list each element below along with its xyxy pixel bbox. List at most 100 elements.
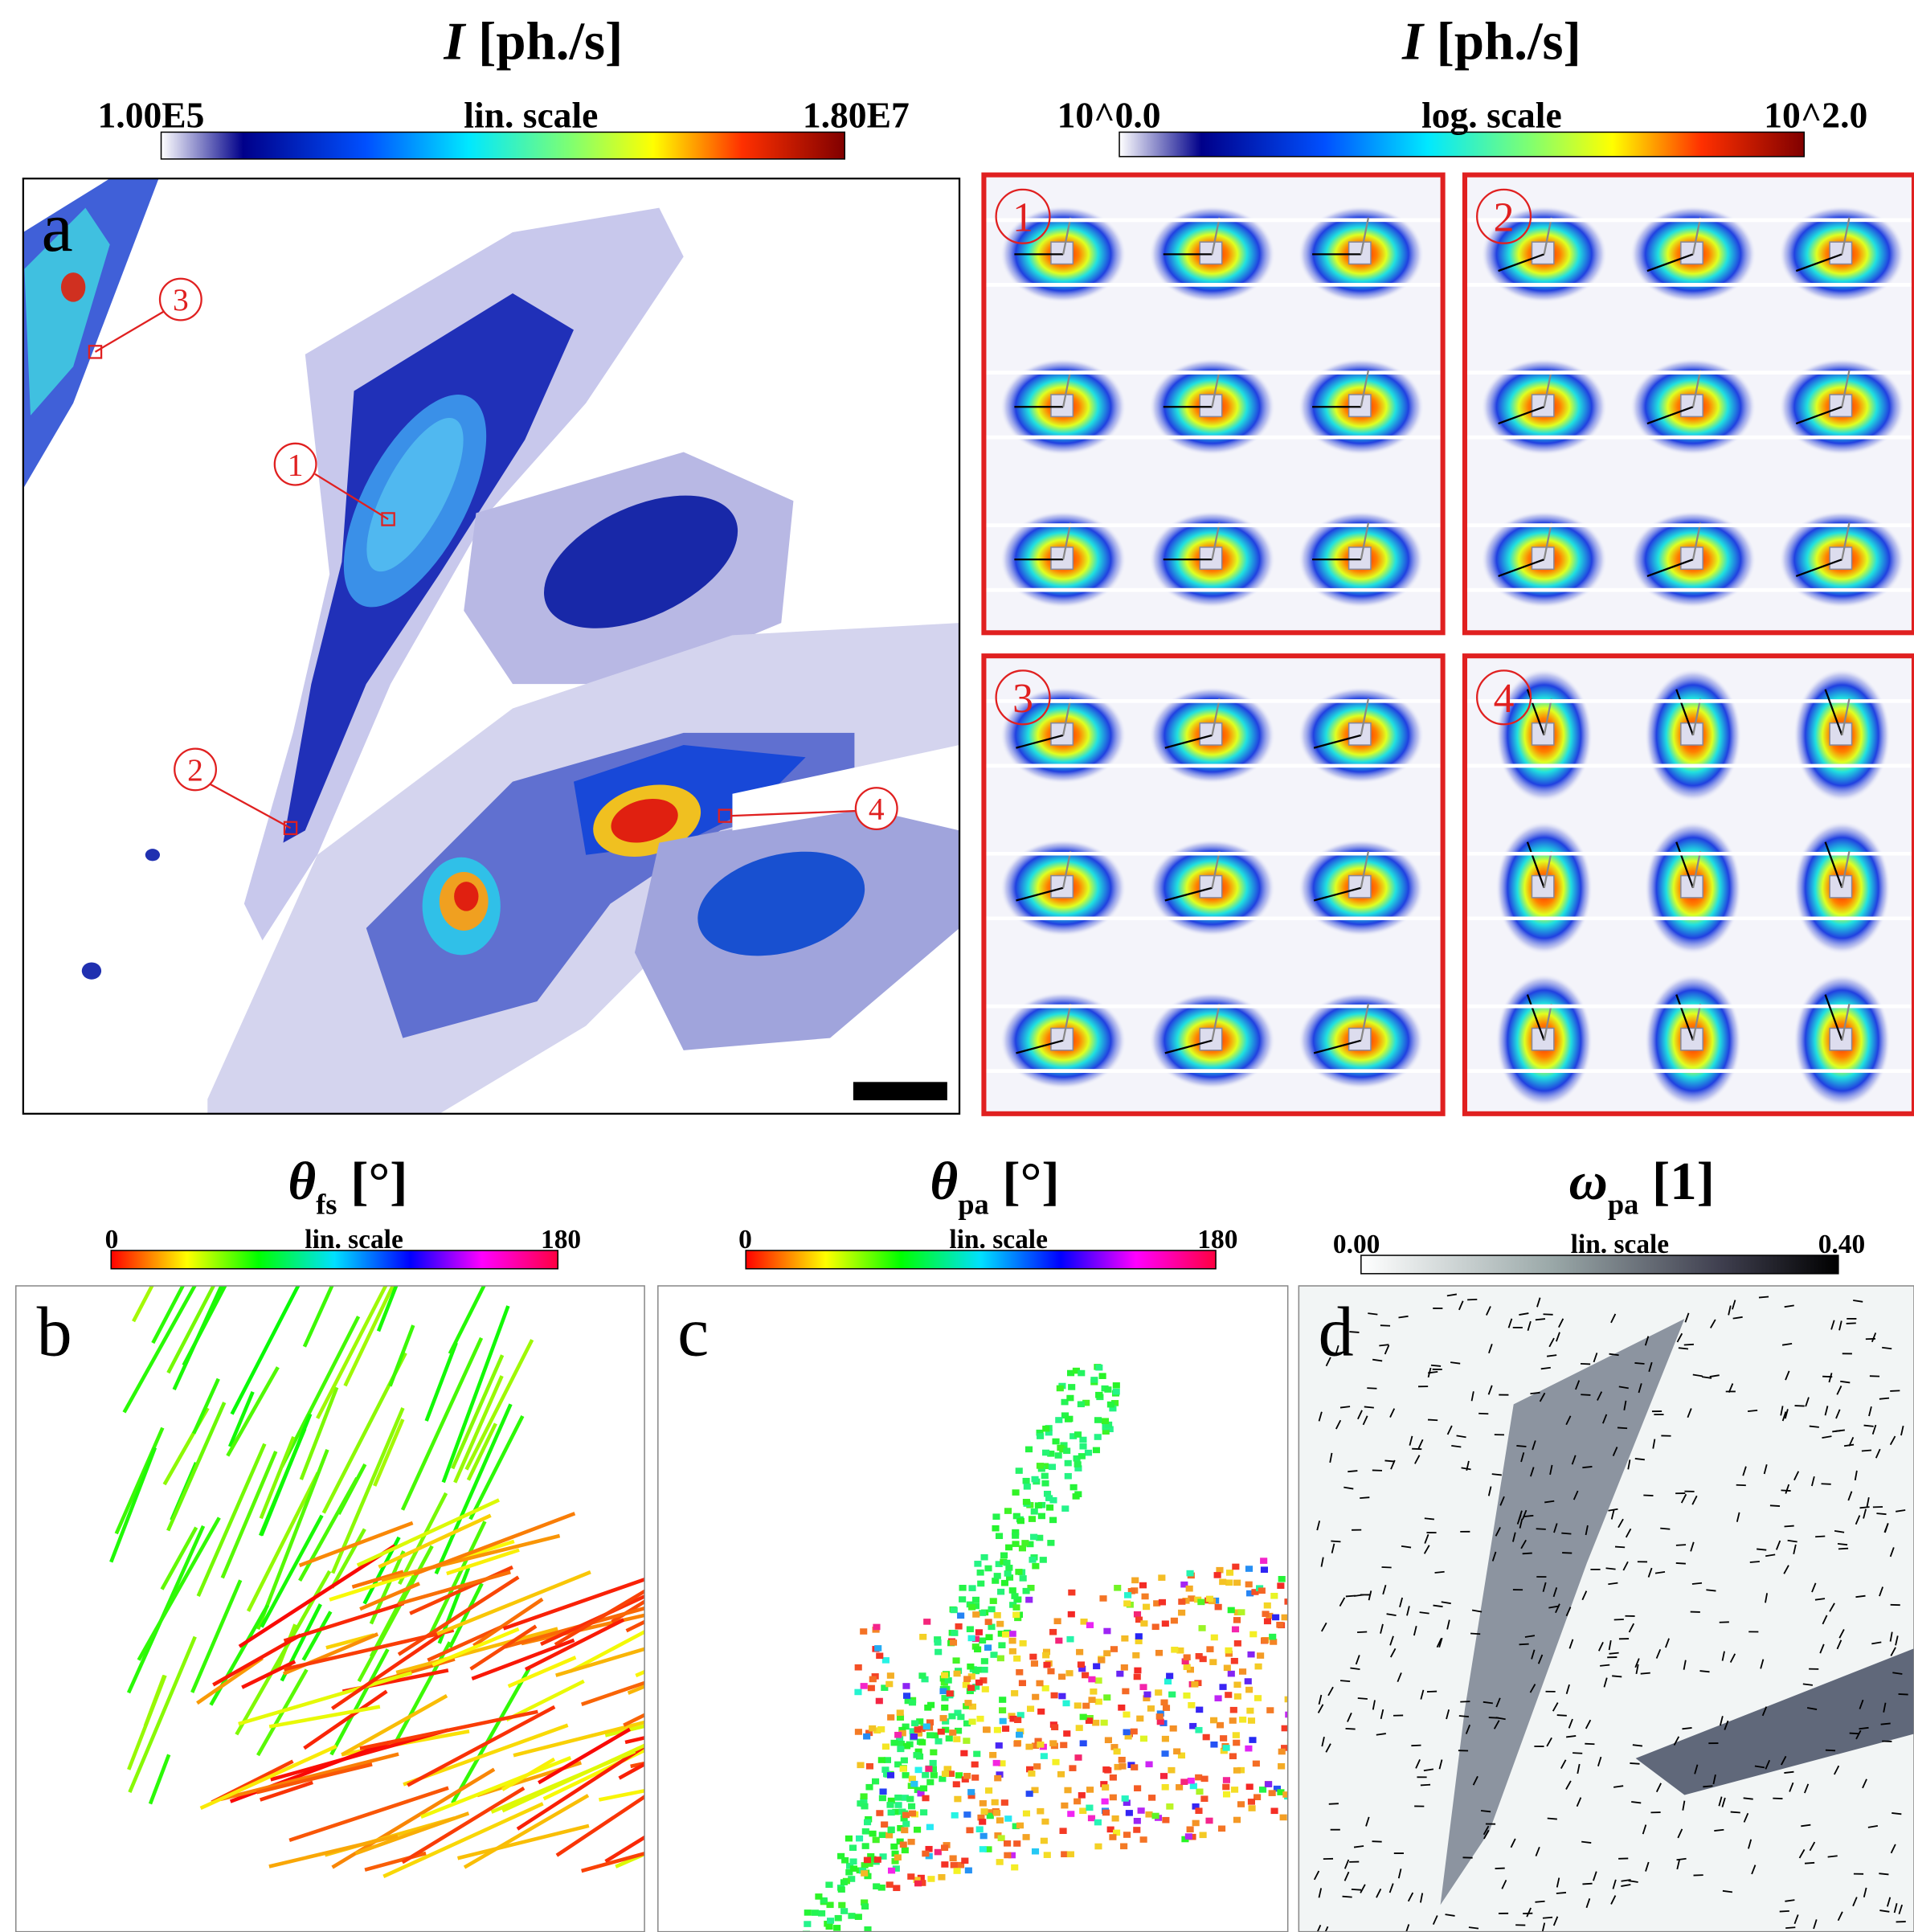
- pixel: [1063, 1730, 1071, 1737]
- fiber: [513, 1720, 645, 1758]
- beamstop: [1199, 1027, 1223, 1051]
- fiber: [451, 1354, 505, 1470]
- pixel: [1022, 1810, 1031, 1817]
- pixel: [1047, 1540, 1055, 1546]
- pixel: [1229, 1717, 1237, 1724]
- pixel: [914, 1826, 922, 1833]
- pixel: [890, 1739, 898, 1746]
- orientation-dash: [1855, 1515, 1861, 1525]
- pixel: [873, 1623, 881, 1631]
- pixel: [902, 1723, 910, 1730]
- beamstop: [1050, 874, 1074, 898]
- pixel: [957, 1713, 965, 1721]
- pixel: [967, 1663, 975, 1670]
- orientation-dash: [1512, 1532, 1516, 1542]
- orientation-dash: [1868, 1406, 1872, 1417]
- pixel: [863, 1819, 872, 1826]
- pixel: [892, 1865, 900, 1872]
- fiber: [151, 1286, 186, 1345]
- pixel: [1161, 1620, 1169, 1627]
- pixel: [1061, 1398, 1069, 1406]
- pixel: [1005, 1574, 1014, 1581]
- pixel: [1061, 1802, 1069, 1809]
- fiber: [627, 1684, 645, 1695]
- pixel: [967, 1792, 975, 1799]
- pixel: [1227, 1607, 1235, 1614]
- pixel: [1102, 1784, 1110, 1791]
- pixel: [914, 1730, 922, 1737]
- pixel: [1049, 1517, 1057, 1524]
- pixel: [1284, 1696, 1288, 1703]
- pixel: [1279, 1814, 1287, 1821]
- pixel: [939, 1715, 947, 1721]
- orientation-dash: [1631, 1801, 1642, 1804]
- pixel: [964, 1700, 972, 1706]
- orientation-dash: [1742, 1466, 1747, 1476]
- pixel: [876, 1652, 884, 1660]
- pixel: [926, 1824, 934, 1831]
- orientation-arrow: [1360, 850, 1370, 888]
- pixel: [1245, 1783, 1254, 1791]
- orientation-arrow: [1691, 850, 1702, 888]
- pixel: [1077, 1661, 1086, 1668]
- pixel: [1216, 1721, 1225, 1729]
- pixel: [942, 1726, 950, 1733]
- orientation-arrow: [1646, 559, 1694, 577]
- pixel: [825, 1881, 833, 1889]
- orientation-dash: [1565, 1415, 1572, 1426]
- orientation-dash: [1837, 1911, 1843, 1922]
- colorbar: [160, 131, 845, 160]
- pixel: [878, 1795, 886, 1802]
- pixel: [1270, 1639, 1278, 1645]
- orientation-arrow: [1675, 841, 1695, 889]
- pixel: [1114, 1763, 1122, 1770]
- pixel: [854, 1664, 862, 1671]
- orientation-dash: [1609, 1652, 1619, 1655]
- orientation-dash: [1728, 1383, 1734, 1394]
- pixel: [1210, 1741, 1218, 1748]
- pixel: [1079, 1436, 1087, 1443]
- pixel: [1130, 1728, 1138, 1735]
- pixel: [908, 1699, 917, 1706]
- pixel: [1092, 1447, 1100, 1454]
- fiber: [611, 1599, 645, 1623]
- orientation-dash: [1835, 1409, 1841, 1419]
- orientation-dash: [1729, 1653, 1736, 1663]
- pixel: [1155, 1649, 1164, 1656]
- orientation-dash: [1785, 1370, 1790, 1381]
- orientation-dash: [1577, 1763, 1581, 1774]
- orientation-dash: [1675, 1562, 1686, 1565]
- orientation-dash: [1405, 1924, 1410, 1932]
- pixel: [992, 1759, 1000, 1766]
- pixel: [1156, 1718, 1164, 1725]
- orientation-dash: [1801, 1824, 1811, 1828]
- pixel: [975, 1629, 983, 1635]
- pixel: [1169, 1725, 1177, 1732]
- pixel: [1043, 1852, 1051, 1858]
- orientation-dash: [1859, 1726, 1869, 1730]
- orientation-dash: [1446, 1425, 1453, 1435]
- fiber: [256, 1448, 329, 1631]
- orientation-dash: [1597, 1391, 1603, 1401]
- pixel: [993, 1810, 1001, 1816]
- fiber: [538, 1727, 632, 1785]
- pixel: [1105, 1421, 1113, 1428]
- pixel: [1034, 1738, 1042, 1745]
- pixel: [861, 1899, 869, 1906]
- orientation-dash: [1328, 1803, 1339, 1805]
- orientation-dash: [1507, 1318, 1513, 1328]
- orientation-arrow: [1360, 217, 1370, 255]
- pixel: [894, 1794, 902, 1801]
- pixel: [846, 1863, 854, 1869]
- orientation-dash: [1724, 1720, 1729, 1730]
- inset-marker: [1476, 188, 1532, 244]
- pixel: [1019, 1575, 1027, 1582]
- orientation-dash: [1787, 1539, 1797, 1543]
- orientation-dash: [1536, 1297, 1541, 1308]
- pixel: [938, 1873, 946, 1881]
- pixel: [1025, 1596, 1033, 1603]
- pixel: [1061, 1505, 1069, 1512]
- colorbar-min: 1.00E5: [98, 94, 205, 135]
- pixel: [999, 1717, 1007, 1725]
- fiber: [441, 1305, 510, 1484]
